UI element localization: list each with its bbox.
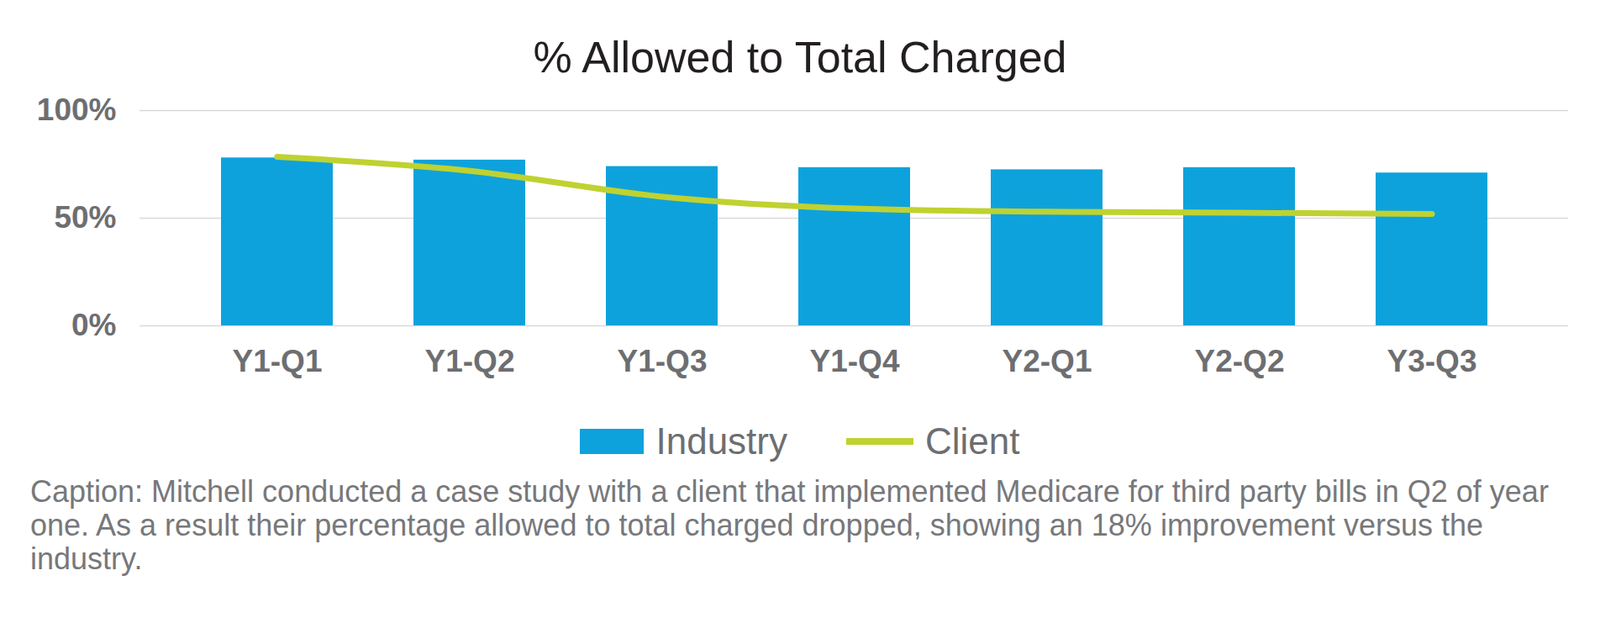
html-text:Client: Client: [925, 420, 1020, 462]
svg-text:100%: 100%: [36, 92, 117, 127]
html-text:% Allowed to Total Charged: % Allowed to Total Charged: [533, 32, 1067, 82]
svg-text:Y1-Q1: Y1-Q1: [232, 343, 323, 379]
svg-text:Y1-Q3: Y1-Q3: [617, 343, 708, 379]
svg-text:Y2-Q1: Y2-Q1: [1002, 343, 1093, 379]
svg-text:Y1-Q4: Y1-Q4: [810, 343, 900, 379]
html-text:Industry: Industry: [655, 420, 788, 462]
svg-text:Y3-Q3: Y3-Q3: [1387, 343, 1478, 379]
html-text:Caption: Mitchell conducted a: Caption: Mitchell conducted a case study…: [30, 473, 1549, 576]
svg-text:0%: 0%: [71, 307, 116, 343]
svg-text:Y1-Q2: Y1-Q2: [425, 343, 516, 379]
svg-text:Y2-Q2: Y2-Q2: [1194, 343, 1285, 379]
svg-text:50%: 50%: [53, 200, 116, 235]
